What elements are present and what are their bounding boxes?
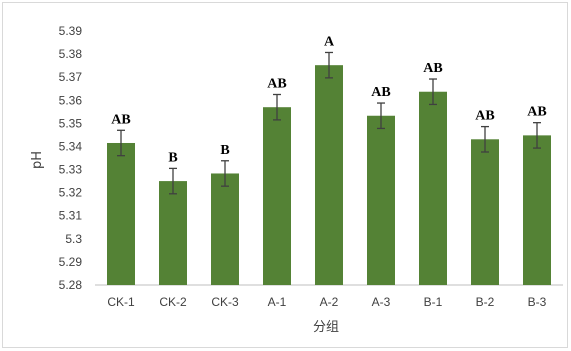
error-bar [117,129,125,157]
x-tick-label: CK-2 [159,295,187,309]
significance-label: AB [423,61,442,76]
error-bar [325,51,333,79]
error-bar [429,78,437,106]
bar [263,107,291,285]
y-tick-label: 5.32 [59,186,83,200]
y-tick-label: 5.39 [59,24,83,38]
bar [523,135,551,285]
x-tick-label: CK-1 [107,295,135,309]
y-tick-label: 5.29 [59,255,83,269]
significance-label: AB [475,109,494,124]
error-bars [117,51,541,195]
y-tick-label: 5.37 [59,70,83,84]
error-bar [481,125,489,153]
bar [315,65,343,285]
x-tick-label: A-1 [268,295,287,309]
error-bar [273,93,281,121]
error-bar [533,122,541,149]
bar [419,91,447,285]
y-tick-label: 5.36 [59,93,83,107]
bar [211,173,239,285]
error-bar [377,102,385,130]
y-tick-label: 5.31 [59,209,83,223]
significance-label: A [324,34,335,49]
y-tick-label: 5.38 [59,47,83,61]
x-axis-ticks: CK-1 CK-2 CK-3 A-1 A-2 A-3 B-1 B-2 B-3 [107,295,546,309]
y-tick-label: 5.28 [59,278,83,292]
y-axis-title: pH [30,151,45,169]
x-tick-label: CK-3 [211,295,239,309]
y-tick-label: 5.3 [65,232,82,246]
y-axis-ticks: 5.28 5.29 5.3 5.31 5.32 5.33 5.34 5.35 5.36 5.37 5… [59,24,83,292]
y-tick-label: 5.34 [59,139,83,153]
significance-label: B [168,150,177,165]
x-tick-label: B-3 [528,295,547,309]
bar [471,139,499,285]
bar [367,115,395,285]
significance-label: AB [371,85,390,100]
significance-labels: AB B B AB A AB AB AB AB [111,34,546,165]
x-tick-label: B-1 [424,295,443,309]
bar [159,181,187,285]
significance-label: B [220,143,229,158]
x-tick-label: A-3 [372,295,391,309]
x-axis-title: 分组 [313,320,339,335]
x-tick-label: B-2 [476,295,495,309]
significance-label: AB [111,112,130,127]
significance-label: AB [267,77,286,92]
error-bar [221,160,229,187]
bars [107,65,551,285]
error-bar [169,167,177,195]
x-tick-label: A-2 [320,295,339,309]
y-tick-label: 5.35 [59,116,83,130]
significance-label: AB [527,105,546,120]
bar [107,142,135,285]
y-tick-label: 5.33 [59,163,83,177]
